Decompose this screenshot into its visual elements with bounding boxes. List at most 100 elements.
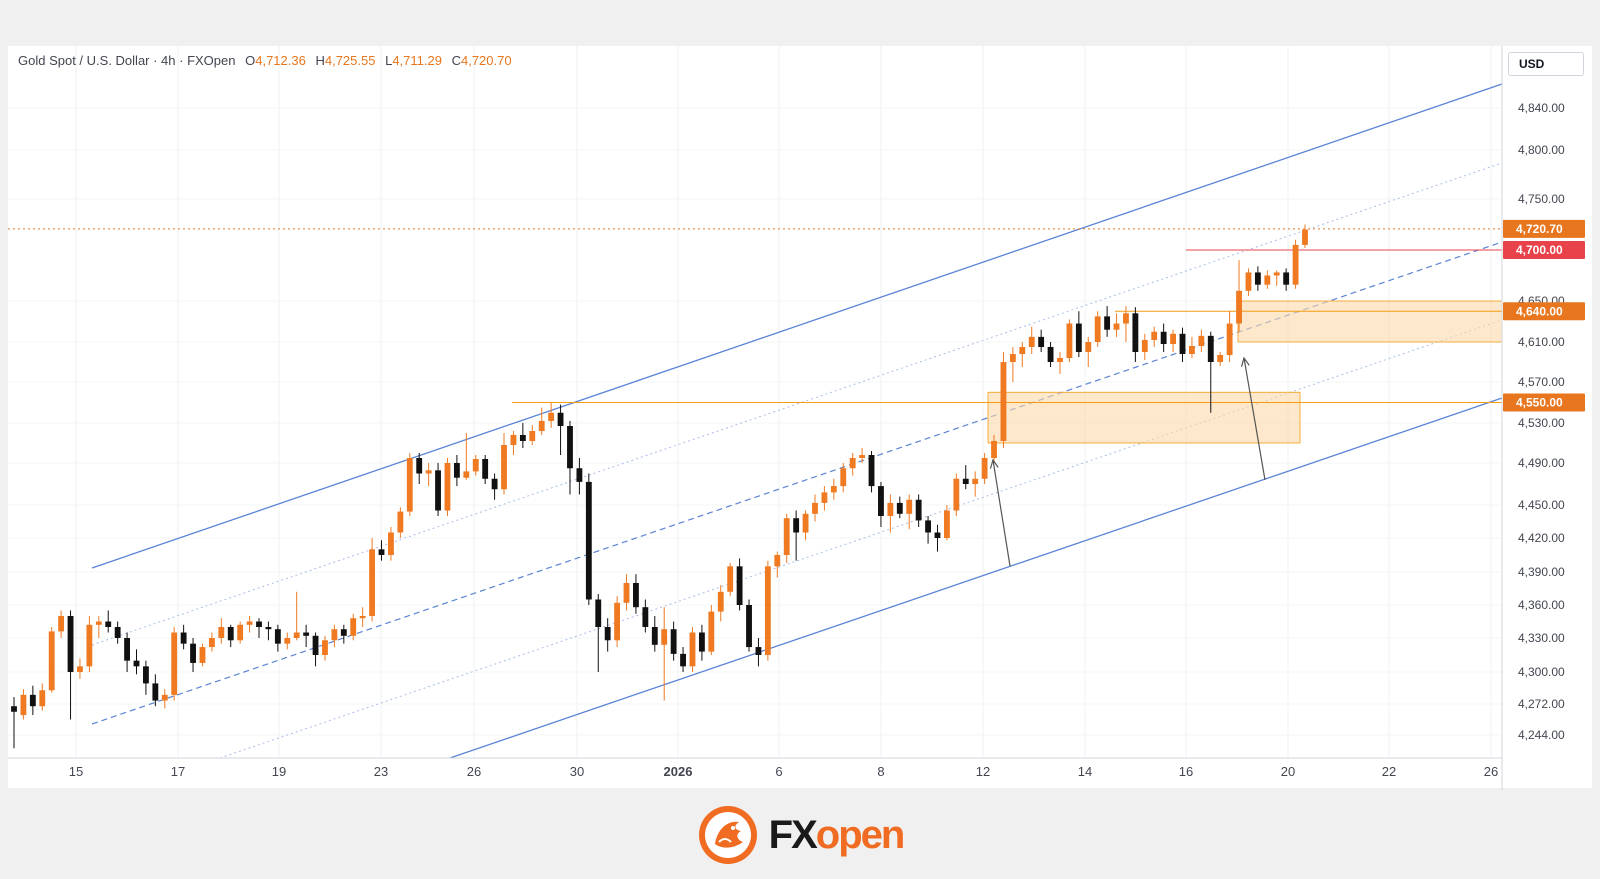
candle-body [548, 412, 555, 421]
demand-zone-upper [1237, 300, 1503, 343]
price-badge [1503, 241, 1585, 259]
candle-body [1236, 290, 1242, 324]
candle-body [793, 518, 800, 533]
price-badge-label: 4,720.70 [1516, 222, 1563, 236]
y-tick-label: 4,450.00 [1518, 498, 1565, 512]
candle-body [623, 583, 630, 603]
candle-body [246, 621, 253, 625]
candle-body [1019, 347, 1026, 354]
candle-body [906, 499, 913, 514]
candle-body [708, 611, 715, 652]
candle-body [746, 605, 752, 648]
arrow-bounce-1 [992, 459, 1011, 567]
currency-selector[interactable]: USD [1508, 52, 1584, 76]
candle-body [472, 459, 479, 472]
x-tick-label: 15 [69, 764, 83, 779]
candle-body [199, 647, 206, 663]
candle-body [256, 621, 262, 627]
x-tick-label: 6 [775, 764, 782, 779]
candle-body [1038, 336, 1045, 347]
candle-body [991, 441, 997, 458]
candle-body [1151, 331, 1158, 340]
candle-body [416, 458, 423, 474]
candle-body [680, 653, 686, 667]
candle-body [1283, 272, 1290, 285]
candle-body [190, 643, 196, 663]
candle-body [1009, 354, 1016, 362]
high-value: 4,725.55 [324, 53, 376, 68]
candle-body [114, 627, 121, 638]
y-tick-label: 4,800.00 [1518, 143, 1565, 157]
candle-body [981, 458, 988, 479]
candle-body [77, 666, 83, 672]
candle-body [218, 627, 225, 638]
y-tick-label: 4,840.00 [1518, 101, 1565, 115]
low-value: 4,711.29 [392, 53, 442, 68]
candle-body [265, 627, 272, 630]
candle-body [538, 420, 545, 431]
candle-body [95, 621, 102, 625]
candle-body [925, 520, 931, 533]
candle-body [1141, 339, 1148, 352]
price-badges: 4,720.70 4,700.00 4,640.00 4,550.00 [1503, 219, 1585, 412]
y-axis: 4,840.004,800.004,750.004,650.004,610.00… [1518, 101, 1565, 742]
candle-body [388, 532, 394, 555]
candle-body [802, 513, 809, 533]
candle-body [1302, 229, 1308, 245]
y-tick-label: 4,420.00 [1518, 531, 1565, 545]
price-badge [1503, 302, 1585, 321]
candle-body [350, 618, 357, 636]
candle-body [614, 602, 621, 641]
x-axis: 15 17 19 23 26 30 2026 6 8 12 14 16 20 22 26 [69, 764, 1498, 779]
candle-body [152, 683, 159, 701]
candle-body [519, 435, 526, 441]
brand-footer: FXopen [0, 790, 1600, 879]
y-tick-label: 4,360.00 [1518, 598, 1565, 612]
candle-body [1179, 333, 1186, 354]
candle-body [529, 431, 536, 441]
candle-body [1113, 323, 1120, 330]
candle-body [651, 627, 658, 645]
close-value: 4,720.70 [460, 53, 512, 68]
open-value: 4,712.36 [255, 53, 306, 68]
high-label: H [315, 53, 325, 68]
candle-body [1198, 335, 1205, 346]
candle-body [878, 486, 884, 516]
candle-body [58, 616, 65, 632]
candle-body [1066, 323, 1073, 358]
candle-body [1047, 347, 1054, 362]
price-badge [1503, 219, 1585, 238]
close-label: C [451, 53, 461, 68]
candle-body [303, 632, 310, 636]
candle-body [1245, 272, 1252, 291]
candle-body [406, 458, 413, 512]
y-tick-label: 4,390.00 [1518, 565, 1565, 579]
low-label: L [385, 53, 393, 68]
candle-body [453, 463, 460, 478]
price-badge-label: 4,700.00 [1516, 243, 1563, 257]
fxopen-logo: FXopen [697, 804, 906, 866]
y-tick-label: 4,330.00 [1518, 631, 1565, 645]
dragon-emblem-icon [698, 805, 757, 864]
y-tick-label: 4,530.00 [1518, 416, 1565, 430]
levels-layer [8, 228, 1502, 403]
candle-body [312, 635, 319, 655]
brand-word-fx: FX [768, 812, 818, 857]
candle-body [378, 549, 385, 555]
chart-panel[interactable] [8, 46, 1592, 788]
zones-layer [987, 300, 1503, 444]
x-tick-label: 30 [570, 764, 584, 779]
candle-body [48, 631, 55, 691]
candle-body [1104, 316, 1111, 330]
candle-body [227, 627, 234, 641]
arrows-layer [989, 356, 1266, 567]
candle-body [463, 471, 470, 478]
candle-body [934, 532, 941, 538]
candle-body [322, 640, 328, 655]
candle-body [11, 706, 17, 712]
candle-body [29, 694, 36, 707]
candle-body [868, 455, 875, 487]
candle-body [86, 624, 93, 667]
brand-wordmark: FXopen [768, 812, 906, 857]
